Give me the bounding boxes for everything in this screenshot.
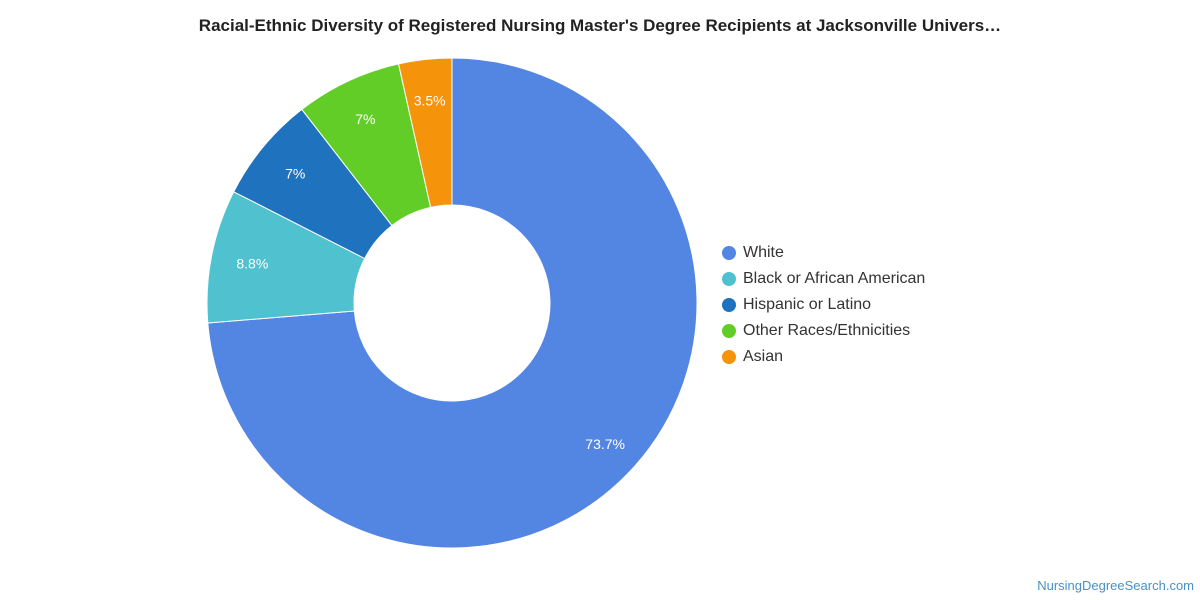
chart-legend: White Black or African American Hispanic… [722,240,925,370]
legend-item-asian[interactable]: Asian [722,344,925,370]
legend-label-black-or-african-american: Black or African American [743,270,926,287]
legend-swatch-hispanic-or-latino [722,298,736,312]
legend-swatch-white [722,246,736,260]
legend-item-white[interactable]: White [722,240,925,266]
slice-label-black-or-african-american: 8.8% [236,256,268,272]
legend-label-other-races-ethnicities: Other Races/Ethnicities [743,322,911,339]
slice-label-white: 73.7% [585,436,625,452]
legend-label-white: White [743,244,784,261]
slice-asian[interactable] [397,57,453,208]
legend-item-other-races-ethnicities[interactable]: Other Races/Ethnicities [722,318,925,344]
legend-label-asian: Asian [743,348,784,365]
slice-label-hispanic-or-latino: 7% [285,165,305,181]
slice-labels: 73.7% 8.8% 7% 7% 3.5% [236,93,625,452]
legend-item-hispanic-or-latino[interactable]: Hispanic or Latino [722,292,925,318]
slice-label-other-races-ethnicities: 7% [355,111,375,127]
slice-white[interactable] [207,57,698,549]
source-watermark-link[interactable]: NursingDegreeSearch.com [1037,578,1194,593]
legend-swatch-black-or-african-american [722,272,736,286]
legend-swatch-other-races-ethnicities [722,324,736,338]
chart-title: Racial-Ethnic Diversity of Registered Nu… [198,16,1002,35]
legend-swatch-asian [722,350,736,364]
legend-item-black-or-african-american[interactable]: Black or African American [722,266,925,292]
legend-label-hispanic-or-latino: Hispanic or Latino [743,296,872,313]
donut-slices [206,57,698,549]
slice-label-asian: 3.5% [414,93,446,109]
